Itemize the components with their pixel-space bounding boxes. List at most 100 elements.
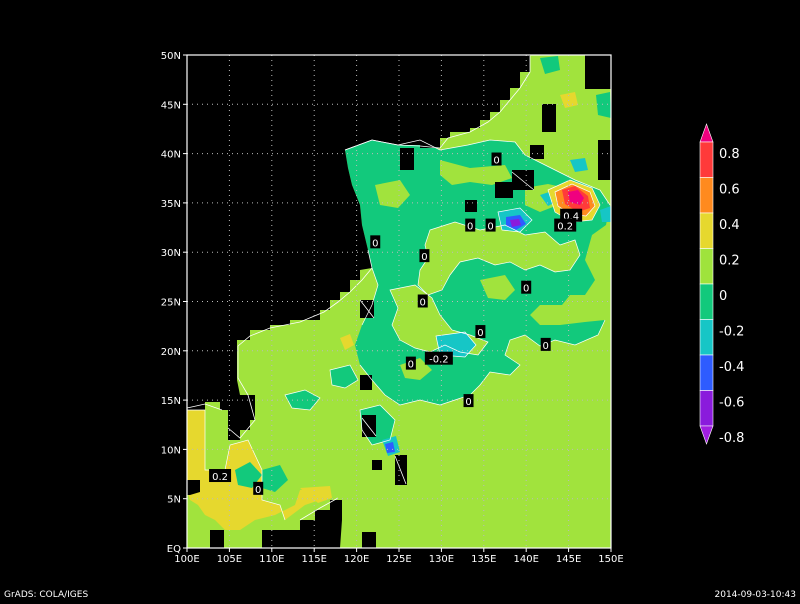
- svg-text:0: 0: [408, 360, 414, 371]
- lon-tick-label: 100E: [174, 554, 199, 565]
- legend-label: 0: [719, 289, 727, 304]
- contour-label: 0: [491, 152, 502, 167]
- contour-label: 0: [475, 325, 486, 339]
- lat-tick-label: 5N: [167, 495, 181, 506]
- lon-tick-label: 140E: [513, 554, 538, 565]
- contour-label: 0: [405, 356, 416, 371]
- svg-text:0: 0: [420, 298, 426, 309]
- legend-swatch: [699, 248, 714, 285]
- legend-swatch: [699, 319, 714, 356]
- contour-label: 0: [465, 218, 476, 233]
- svg-text:0: 0: [477, 328, 483, 339]
- legend-swatch: [699, 141, 714, 178]
- svg-text:0.2: 0.2: [557, 222, 573, 233]
- svg-text:0: 0: [421, 252, 427, 263]
- near-zero-patch: [235, 462, 262, 488]
- legend-tail-bottom: [699, 425, 714, 445]
- negative-anomaly-region: [570, 158, 588, 172]
- svg-text:0: 0: [255, 485, 261, 496]
- legend-label: 0.8: [719, 147, 740, 162]
- near-zero-patch: [596, 92, 611, 118]
- contour-label: 0: [540, 337, 551, 352]
- legend-label: -0.6: [719, 396, 744, 411]
- color-legend: 0.8 0.6 0.4 0.2 0 -0.2 -0.4 -0.6 -0.8: [699, 123, 744, 446]
- svg-text:0: 0: [487, 222, 493, 233]
- near-zero-patch: [375, 180, 410, 208]
- land-mask: [187, 55, 611, 548]
- legend-label: -0.2: [719, 325, 744, 340]
- svg-text:0.4: 0.4: [563, 212, 579, 223]
- lon-tick-label: 125E: [386, 554, 411, 565]
- lat-tick-label: 15N: [161, 396, 181, 407]
- footer-timestamp: 2014-09-03-10:43: [715, 590, 797, 600]
- svg-text:0: 0: [523, 284, 529, 295]
- legend-swatch: [699, 177, 714, 214]
- svg-text:0.2: 0.2: [212, 472, 228, 483]
- legend-label: -0.4: [719, 360, 744, 375]
- contour-label: 0: [370, 235, 381, 249]
- lat-lon-grid: [187, 55, 611, 548]
- lon-tick-label: 120E: [344, 554, 369, 565]
- negative-anomaly-region: [385, 442, 395, 453]
- lon-tick-label: 105E: [217, 554, 242, 565]
- near-zero-patch: [540, 56, 560, 74]
- near-zero-patch: [480, 275, 515, 300]
- longitude-axis: 100E 105E 110E 115E 120E 125E 130E 135E 140E 145E…: [174, 548, 624, 565]
- svg-text:-0.2: -0.2: [429, 355, 449, 366]
- legend-label: 0.4: [719, 218, 740, 233]
- lat-tick-label: 25N: [161, 298, 181, 309]
- negative-anomaly-region: [510, 219, 521, 227]
- lat-tick-label: 10N: [161, 445, 181, 456]
- contour-lines: [187, 139, 611, 521]
- latitude-axis: EQ 5N 10N 15N 20N 25N 30N 35N 40N 45N 50N: [161, 51, 187, 555]
- svg-text:0: 0: [372, 238, 378, 249]
- positive-anomaly-region: [568, 190, 584, 205]
- near-zero-patch: [418, 222, 580, 295]
- contour-label: 0.2: [554, 218, 577, 233]
- contour-label: 0.2: [209, 469, 232, 483]
- lon-tick-label: 115E: [301, 554, 326, 565]
- negative-anomaly-region: [436, 332, 476, 357]
- legend-swatch: [699, 212, 714, 249]
- contour-label: 0: [463, 394, 474, 408]
- contour-label: 0: [485, 218, 496, 233]
- positive-anomaly-region: [340, 334, 354, 350]
- lat-tick-label: 50N: [161, 51, 181, 62]
- near-zero-patch: [440, 160, 512, 185]
- footer-credit: GrADS: COLA/IGES: [4, 590, 88, 600]
- lon-tick-label: 150E: [598, 554, 623, 565]
- lat-tick-label: 20N: [161, 347, 181, 358]
- positive-anomaly-region: [300, 486, 332, 503]
- lat-tick-label: 40N: [161, 150, 181, 161]
- lon-tick-label: 130E: [429, 554, 454, 565]
- legend-swatch: [699, 390, 714, 427]
- svg-text:0: 0: [543, 341, 549, 352]
- legend-swatch: [699, 283, 714, 320]
- legend-swatch: [699, 354, 714, 391]
- contour-label: -0.2: [424, 351, 453, 366]
- contour-label: 0: [419, 249, 430, 263]
- contour-label: 0: [417, 294, 428, 309]
- negative-anomaly-region: [600, 206, 611, 222]
- legend-tail-top: [699, 123, 714, 143]
- svg-text:0: 0: [467, 222, 473, 233]
- lon-tick-label: 145E: [556, 554, 581, 565]
- lat-tick-label: 30N: [161, 248, 181, 259]
- contour-label: 0: [253, 481, 264, 496]
- lon-tick-label: 110E: [259, 554, 284, 565]
- lat-tick-label: EQ: [167, 544, 181, 555]
- legend-label: 0.2: [719, 254, 740, 269]
- lat-tick-label: 35N: [161, 199, 181, 210]
- legend-label: 0.6: [719, 183, 740, 198]
- contour-label: 0: [521, 280, 532, 295]
- svg-text:0: 0: [465, 397, 471, 408]
- lon-tick-label: 135E: [471, 554, 496, 565]
- svg-text:0: 0: [493, 156, 499, 167]
- contour-label: 0.4: [560, 208, 583, 223]
- near-zero-patch: [262, 465, 288, 492]
- legend-label: -0.8: [719, 431, 744, 446]
